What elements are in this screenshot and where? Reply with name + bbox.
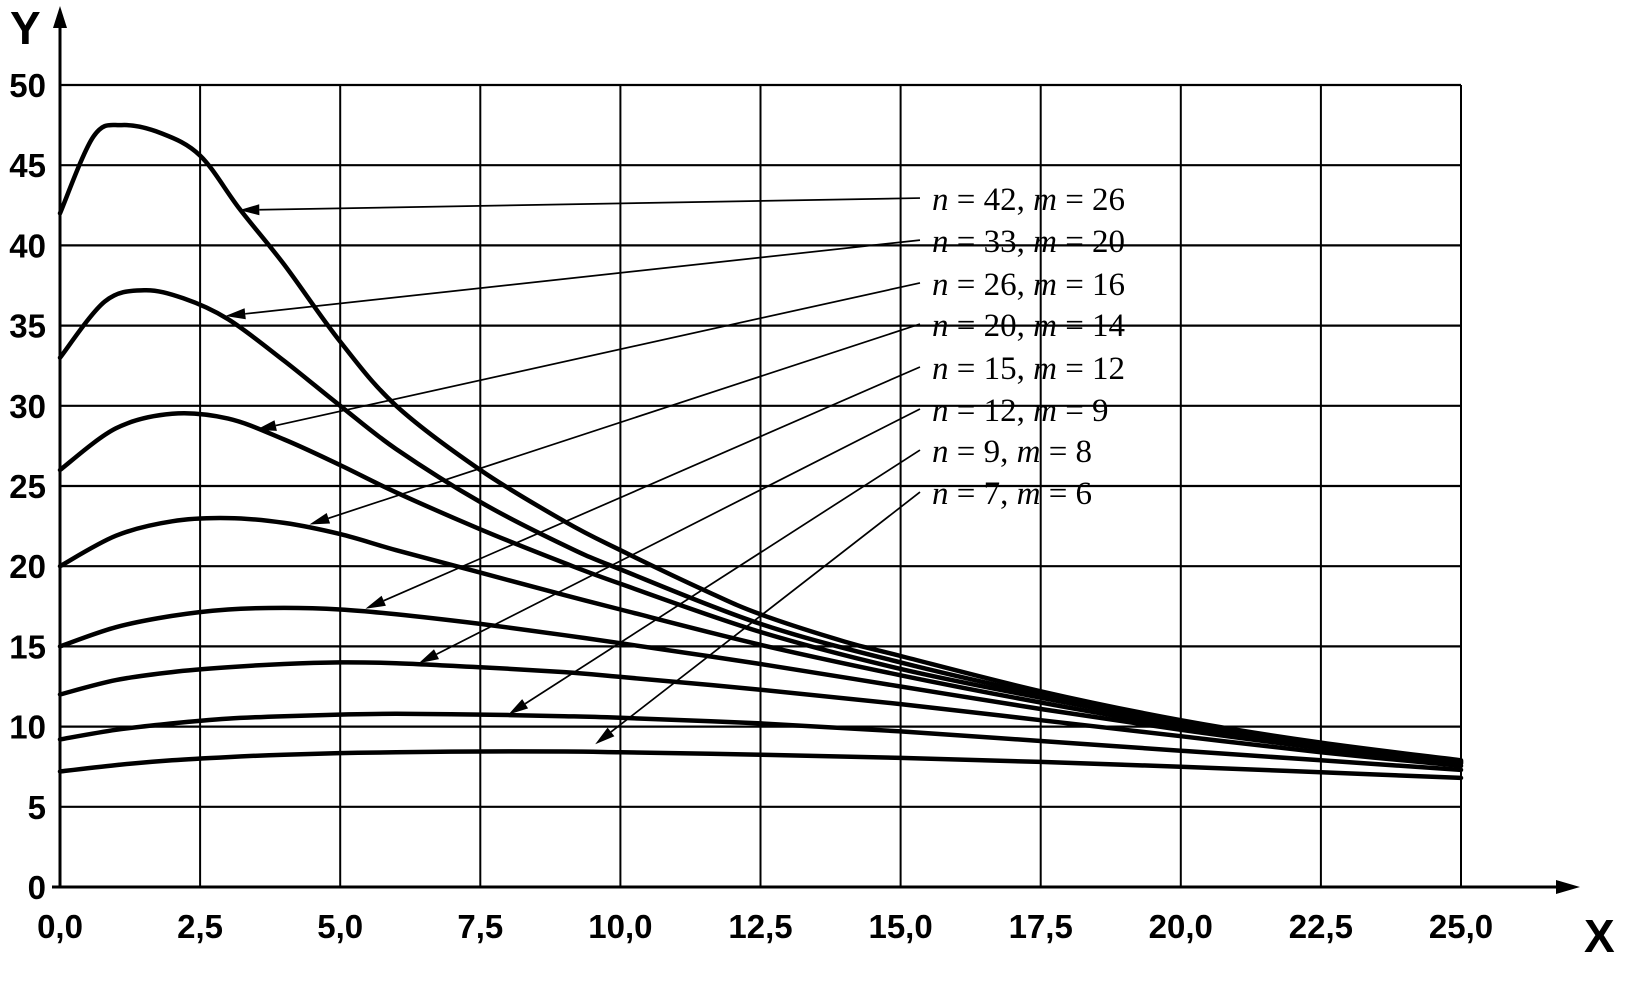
x-tick-label: 5,0 [317, 908, 363, 945]
leader-line [610, 491, 921, 733]
leader-line [259, 197, 920, 211]
leader-arrowhead [225, 308, 246, 320]
x-tick-label: 10,0 [588, 908, 652, 945]
x-tick-label: 7,5 [457, 908, 503, 945]
leader-line [275, 282, 921, 427]
y-tick-label: 25 [9, 468, 46, 505]
curve-n12-m9 [57, 660, 1464, 769]
y-axis-arrowhead [53, 6, 67, 28]
y-tick-label: 15 [9, 628, 46, 665]
y-tick-label: 45 [9, 147, 46, 184]
x-tick-label: 20,0 [1149, 908, 1213, 945]
curve-n15-m12 [57, 605, 1464, 766]
leader-line [245, 239, 921, 315]
curve-label-n20-m14: n = 20, m = 14 [932, 308, 1125, 344]
x-tick-label: 22,5 [1289, 908, 1353, 945]
leader-line [436, 408, 921, 655]
leader-arrowhead [365, 595, 386, 609]
curve-label-n42-m26: n = 42, m = 26 [932, 182, 1125, 218]
x-tick-label: 15,0 [868, 908, 932, 945]
curve-label-n12-m9: n = 12, m = 9 [932, 393, 1109, 429]
leader-arrowhead [239, 204, 260, 216]
y-axis-title: Y [10, 2, 41, 54]
curve-label-n7-m6: n = 7, m = 6 [932, 476, 1092, 512]
y-tick-label: 0 [28, 869, 46, 906]
curve-n26-m16 [57, 411, 1464, 765]
curve-n20-m14 [57, 515, 1464, 765]
y-tick-label: 50 [9, 67, 46, 104]
curve-label-n15-m12: n = 15, m = 12 [932, 351, 1125, 387]
curve-label-n26-m16: n = 26, m = 16 [932, 267, 1125, 303]
x-axis-title: X [1584, 910, 1615, 962]
y-tick-label: 30 [9, 388, 46, 425]
leader-arrowhead [256, 420, 277, 431]
x-tick-label: 12,5 [728, 908, 792, 945]
x-tick-label: 0,0 [37, 908, 83, 945]
leader-arrowhead [595, 727, 615, 745]
leader-arrowhead [309, 513, 331, 525]
curve-n7-m6 [57, 749, 1464, 781]
y-tick-label: 20 [9, 548, 46, 585]
y-tick-label: 5 [28, 789, 46, 826]
leader-arrowhead [418, 649, 439, 664]
curve-label-n9-m8: n = 9, m = 8 [932, 434, 1092, 470]
leader-line [383, 366, 921, 602]
leader-line [328, 323, 921, 520]
x-tick-label: 17,5 [1009, 908, 1073, 945]
curve-label-n33-m20: n = 33, m = 20 [932, 224, 1125, 260]
y-tick-label: 40 [9, 227, 46, 264]
x-tick-label: 2,5 [177, 908, 223, 945]
x-axis-arrowhead [1556, 880, 1580, 894]
chart-generated-content: n = 42, m = 26 n = 33, m = 20 n = 26, m = … [9, 6, 1580, 945]
y-tick-label: 10 [9, 709, 46, 746]
leader-arrowhead [508, 699, 529, 715]
y-tick-label: 35 [9, 308, 46, 345]
x-tick-label: 25,0 [1429, 908, 1493, 945]
curve-n9-m8 [57, 711, 1464, 773]
leader-line [524, 449, 921, 705]
